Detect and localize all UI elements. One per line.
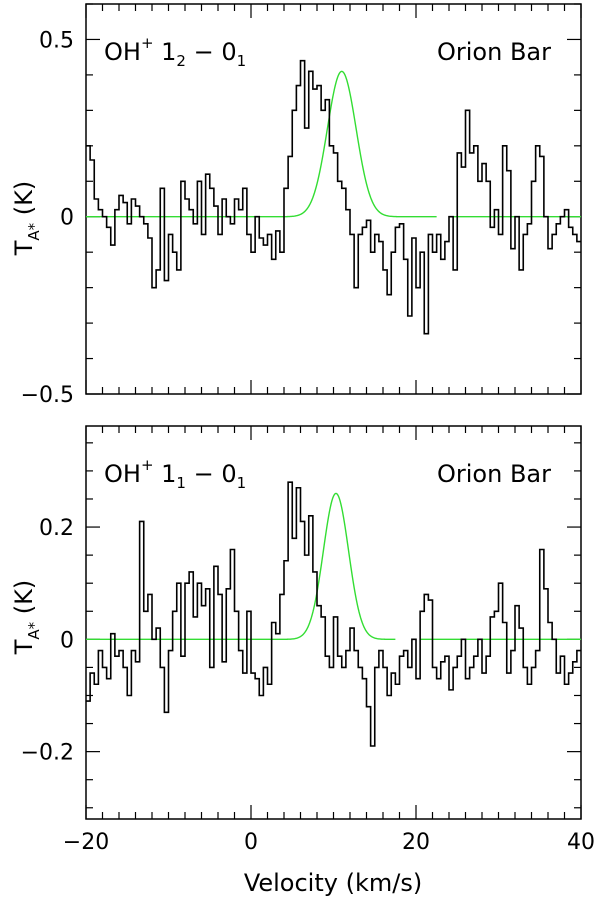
- x-tick-label: −20: [63, 830, 109, 855]
- source-label: Orion Bar: [437, 460, 551, 488]
- y-tick-label: −0.5: [21, 383, 74, 408]
- x-tick-label: 0: [244, 830, 258, 855]
- plot-area: [86, 481, 581, 747]
- y-tick-label: 0.2: [39, 516, 74, 541]
- panel-top: −0.5 0 0.5 TA* (K) OH+ 12 − 01 Orion Bar: [10, 3, 582, 408]
- transition-label: OH+ 11 − 01: [104, 456, 246, 492]
- panel-bottom: −0.2 0 0.2 −20 0 20 40 TA* (K) OH+ 11 − 01 Orion …: [10, 425, 595, 855]
- y-tick-label: 0.5: [39, 28, 74, 53]
- plot-area: [86, 59, 581, 335]
- x-tick-label: 40: [567, 830, 595, 855]
- x-axis-label: Velocity (km/s): [244, 869, 422, 897]
- y-tick-label: 0: [60, 628, 74, 653]
- transition-label: OH+ 12 − 01: [104, 34, 246, 70]
- y-axis-label: TA* (K): [10, 181, 43, 257]
- gaussian-fit-line: [86, 492, 396, 641]
- y-tick-label: −0.2: [21, 741, 74, 766]
- y-tick-label: 0: [60, 206, 74, 231]
- spectrum-line: [86, 59, 581, 335]
- source-label: Orion Bar: [437, 38, 551, 66]
- y-axis-label: TA* (K): [10, 580, 43, 656]
- spectrum-line: [86, 481, 581, 747]
- gaussian-fit-line: [86, 70, 437, 218]
- x-tick-label: 20: [402, 830, 430, 855]
